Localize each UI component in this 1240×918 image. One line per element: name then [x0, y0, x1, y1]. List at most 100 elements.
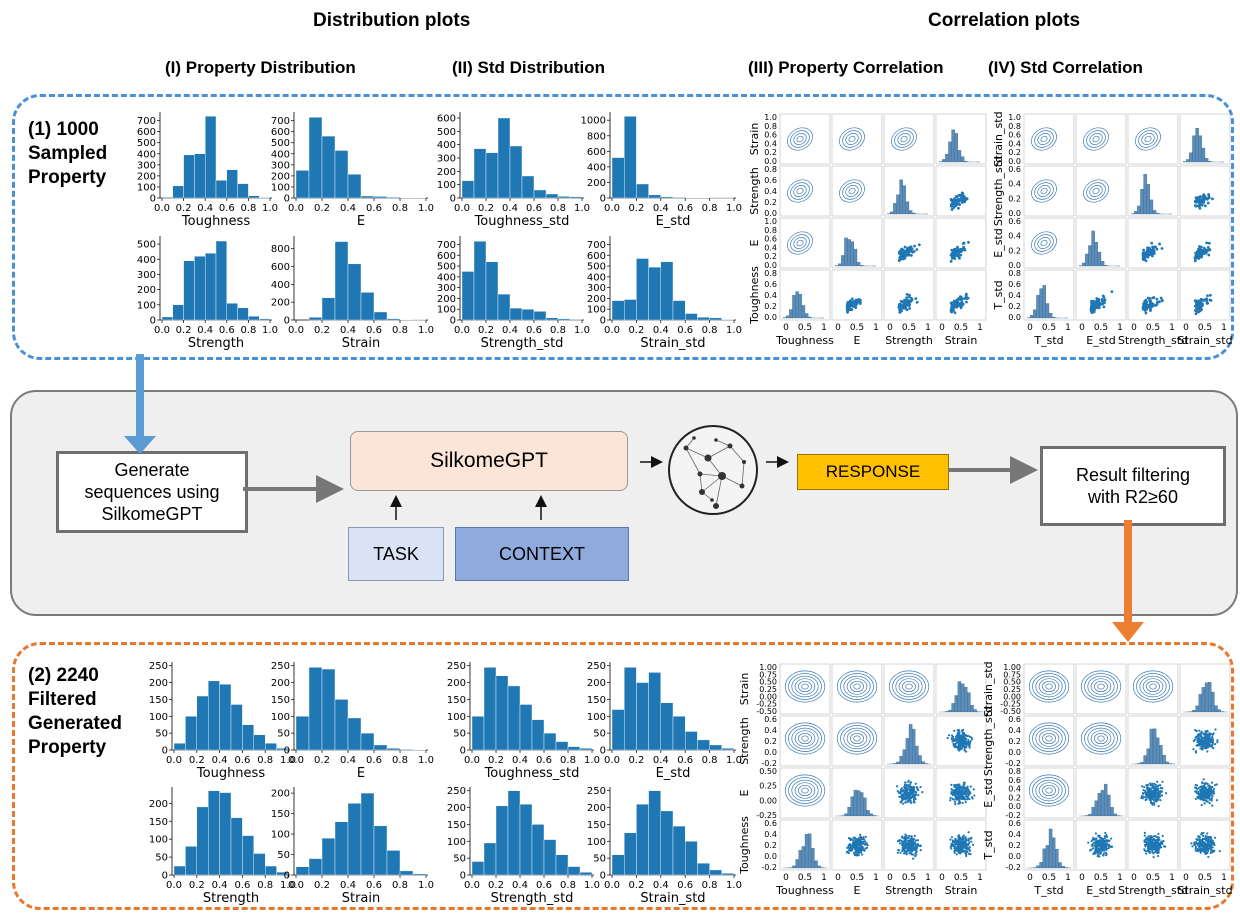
- pair-scatter-point: [954, 802, 957, 806]
- hist-y-tick-label: 400: [137, 149, 156, 160]
- pair-scatter-point: [959, 195, 963, 198]
- pair-y-tick-label: 0.8: [1008, 269, 1021, 278]
- pair-scatter-point: [1094, 300, 1098, 303]
- pair-scatter-point: [966, 844, 969, 847]
- hist-x-tick-label: 0.0: [166, 880, 182, 891]
- pair-scatter-point: [1098, 855, 1101, 858]
- pair-scatter-point: [954, 742, 958, 745]
- pair-contour: [1031, 179, 1057, 203]
- pair-diag-bar: [1100, 261, 1105, 267]
- hist-bar: [308, 667, 323, 751]
- hist-bar: [347, 803, 362, 876]
- pair-y-tick-label: 0.4: [1008, 726, 1021, 735]
- hist-y-tick-label: 250: [447, 786, 466, 797]
- hist-x-tick-label: 0.0: [454, 203, 470, 214]
- pair-scatter-point: [1206, 301, 1210, 305]
- pair-y-tick-label: 0.4: [1008, 785, 1021, 794]
- pair-col-label: Strain: [945, 884, 978, 897]
- hist-y-tick-label: 500: [271, 138, 290, 149]
- pair-scatter-point: [909, 785, 912, 788]
- pair-scatter-point: [1204, 852, 1207, 856]
- hist-y-tick-label: 100: [271, 712, 290, 723]
- pair-scatter-point: [906, 847, 909, 850]
- pair-scatter-point: [970, 836, 973, 840]
- hist-y-tick-label: 200: [437, 294, 456, 305]
- pair-row-label: Strength_std: [982, 706, 995, 776]
- pair-contour: [784, 722, 826, 755]
- hist-bar: [161, 196, 174, 199]
- hist-y-tick-label: 300: [587, 283, 606, 294]
- hist-x-tick-label: 0.4: [197, 203, 213, 214]
- pair-contour: [787, 127, 813, 151]
- hist-bar: [721, 873, 735, 876]
- hist-x-tick-label: 0.8: [702, 325, 718, 336]
- pair-scatter-point: [967, 842, 970, 845]
- pair-scatter-point: [1208, 248, 1212, 252]
- hist-x-tick-label: 0.2: [478, 325, 494, 336]
- row1-label-line3: Property: [28, 167, 107, 188]
- pair-scatter-point: [1105, 835, 1109, 838]
- hist-bar: [204, 252, 217, 321]
- pair-scatter-point: [1200, 298, 1204, 302]
- pair-contour: [1087, 727, 1115, 750]
- hist-x-tick-label: 0.0: [604, 755, 620, 766]
- pair-y-tick-label: 0.0: [764, 852, 777, 861]
- hist-x-label: E: [357, 214, 365, 229]
- pair-x-tick-label: 1: [977, 873, 983, 883]
- pair-scatter-point: [1142, 306, 1146, 310]
- pair-scatter-point: [953, 311, 957, 315]
- pair-y-tick-label: 0.4: [764, 726, 777, 735]
- pair-scatter-point: [1156, 780, 1159, 783]
- pair-y-tick-label: 0.2: [1008, 194, 1021, 203]
- pair-scatter-point: [847, 851, 850, 855]
- pair-diag-bar: [908, 724, 913, 765]
- pair-scatter-point: [1204, 799, 1207, 802]
- hist-y-tick-label: 300: [137, 270, 156, 281]
- hist-y-tick-label: 250: [587, 661, 606, 672]
- pair-contour: [798, 680, 812, 693]
- pair-diag-bar: [1168, 763, 1173, 765]
- pair-scatter-point: [903, 835, 906, 838]
- pair-diag-bar: [1048, 312, 1053, 319]
- pair-diag-bar: [911, 212, 916, 215]
- hist-bar: [237, 183, 249, 199]
- hist-bar: [685, 731, 698, 751]
- pair-scatter-point: [951, 840, 954, 843]
- pair-diag-bar: [856, 790, 861, 817]
- pair-scatter-point: [1151, 245, 1154, 249]
- pair-scatter-point: [963, 790, 966, 793]
- pair-scatter-point: [1155, 796, 1158, 800]
- pair-scatter-point: [912, 853, 915, 856]
- pair-scatter-point: [902, 794, 905, 798]
- pair-contour: [842, 130, 862, 148]
- pair-y-tick-label: 0.25: [759, 685, 777, 694]
- hist-y-tick-label: 150: [271, 809, 290, 820]
- hist-x-tick-label: 0.6: [526, 203, 542, 214]
- pair-scatter-point: [1206, 294, 1209, 298]
- pair-scatter-point: [1195, 199, 1199, 203]
- pair-diag-bar: [1097, 792, 1102, 817]
- pair-scatter-point: [1097, 298, 1101, 302]
- hist-bar: [543, 732, 557, 751]
- pair-diag-bar: [792, 865, 796, 869]
- pair-scatter-point: [1202, 843, 1205, 847]
- hist-bar: [519, 803, 533, 876]
- pair-diag-bar: [951, 703, 955, 713]
- pair-contour: [1089, 185, 1103, 197]
- hist-y-tick-label: 0: [284, 746, 290, 757]
- pair-scatter-point: [902, 846, 905, 850]
- hist-y-tick-label: 400: [271, 280, 290, 291]
- pair-y-tick-label: 0.6: [764, 280, 777, 289]
- pair-x-tick-label: 1: [977, 323, 983, 333]
- pair-diag-bar: [915, 745, 919, 765]
- pair-diag-bar: [1036, 295, 1040, 319]
- pair-scatter-point: [1211, 197, 1214, 201]
- pair-scatter-point: [961, 735, 964, 738]
- hist-x-tick-label: 0.0: [454, 325, 470, 336]
- hist-y-tick-label: 150: [587, 820, 606, 831]
- pair-scatter-point: [1143, 834, 1146, 837]
- hist-x-tick-label: 0.8: [702, 203, 718, 214]
- pair-scatter-point: [967, 738, 970, 742]
- pair-scatter-point: [1140, 794, 1143, 798]
- pair-scatter-point: [954, 251, 958, 254]
